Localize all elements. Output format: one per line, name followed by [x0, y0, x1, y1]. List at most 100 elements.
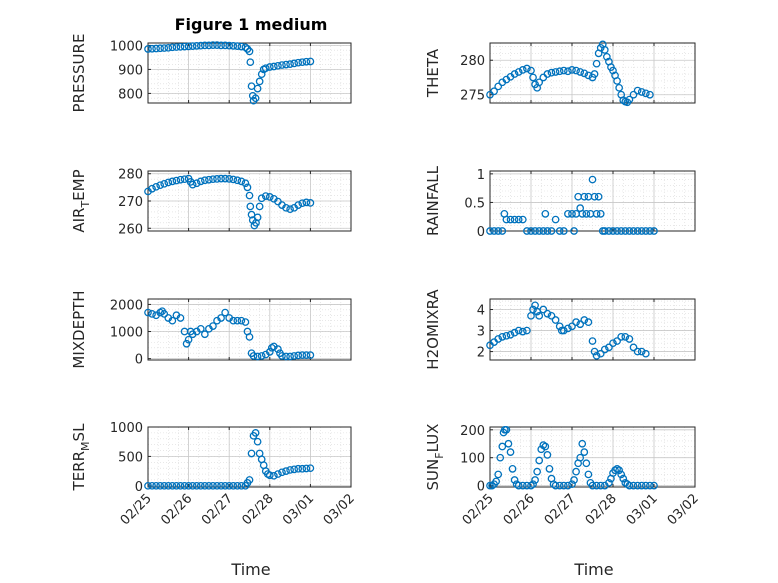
data-point: [290, 59, 299, 68]
data-point: [233, 481, 242, 490]
data-point: [551, 481, 560, 490]
data-point: [494, 227, 503, 235]
y-tick-label: 0.5: [464, 196, 485, 211]
data-point: [298, 199, 307, 208]
data-point: [290, 465, 299, 474]
subplot-theta: 275 280 THETA: [424, 40, 696, 107]
data-point: [650, 481, 658, 490]
data-point: [578, 439, 587, 448]
y-axis-label: SUNFLUX: [424, 424, 446, 491]
data-point: [613, 227, 621, 235]
data-point: [633, 481, 642, 490]
data-point: [494, 335, 503, 343]
data-point: [164, 178, 173, 187]
data-point: [523, 64, 531, 73]
data-point: [225, 481, 234, 490]
data-point: [600, 227, 609, 235]
data-point: [646, 481, 654, 490]
data-point: [502, 331, 511, 340]
y-tick-label: 270: [118, 195, 143, 210]
x-tick-label: 02/27: [542, 491, 579, 528]
data-point: [543, 70, 552, 78]
data-point: [298, 351, 307, 359]
data-point: [257, 352, 266, 360]
data-point: [286, 466, 294, 474]
axes-box: [489, 298, 696, 361]
data-point: [213, 175, 221, 183]
data-point: [568, 480, 576, 489]
data-point: [600, 345, 609, 354]
data-point: [572, 66, 580, 75]
data-point: [286, 60, 294, 68]
data-point: [217, 481, 225, 490]
axes-box: [489, 170, 696, 232]
data-point: [486, 227, 494, 235]
data-point: [621, 333, 630, 341]
data-point: [529, 480, 537, 489]
data-point: [547, 227, 556, 235]
data-point: [282, 60, 290, 69]
subplot-mixdepth: 0 1000 2000 MIXDEPTH: [70, 290, 352, 369]
data-point: [168, 316, 177, 325]
data-point: [535, 311, 544, 320]
data-point: [641, 349, 650, 358]
data-point: [588, 481, 597, 490]
data-point: [559, 481, 568, 490]
data-point: [306, 57, 315, 66]
data-point: [646, 90, 654, 99]
data-point: [633, 86, 642, 95]
data-point: [570, 476, 578, 484]
data-point: [282, 467, 290, 475]
data-point: [600, 46, 609, 54]
data-point: [233, 316, 242, 325]
data-point: [510, 476, 519, 484]
y-tick-label: 0: [135, 353, 143, 368]
data-point: [602, 52, 611, 61]
data-point: [584, 470, 593, 479]
data-point: [605, 227, 613, 235]
data-point: [168, 481, 177, 490]
data-point: [148, 310, 156, 318]
data-point: [265, 63, 274, 71]
x-tick-label: 02/27: [199, 491, 236, 528]
data-point: [592, 59, 601, 68]
data-point: [518, 215, 527, 224]
data-point: [605, 478, 613, 487]
data-point: [510, 328, 519, 337]
x-tick-label: 02/25: [118, 491, 155, 528]
data-point: [510, 70, 519, 78]
y-tick-label: 1000: [110, 421, 143, 436]
y-axis-label: RAINFALL: [424, 165, 442, 236]
data-point: [164, 43, 173, 52]
axes-box: [489, 42, 696, 104]
data-point: [518, 481, 527, 490]
data-point: [302, 57, 311, 66]
data-point: [596, 481, 605, 490]
data-point: [615, 83, 624, 92]
data-point: [617, 227, 626, 235]
x-tick-label: 02/26: [158, 491, 195, 528]
data-point: [152, 182, 160, 191]
subplot-rainfall: 0 0.5 1 RAINFALL: [424, 165, 696, 240]
data-point: [261, 64, 270, 73]
data-point: [144, 45, 152, 53]
data-point: [535, 227, 544, 235]
data-point: [617, 333, 626, 341]
data-point: [568, 322, 576, 331]
data-point: [184, 42, 193, 51]
data-point: [555, 227, 564, 235]
data-point: [613, 337, 621, 345]
data-point: [176, 175, 185, 184]
data-point: [588, 175, 597, 184]
data-point: [302, 464, 311, 473]
data-point: [625, 481, 634, 490]
data-point: [253, 84, 262, 93]
data-point: [570, 227, 578, 235]
data-point: [229, 175, 238, 184]
data-point: [490, 227, 498, 235]
data-point: [580, 448, 589, 456]
data-point: [251, 429, 260, 437]
data-point: [168, 177, 177, 186]
data-point: [180, 175, 189, 184]
